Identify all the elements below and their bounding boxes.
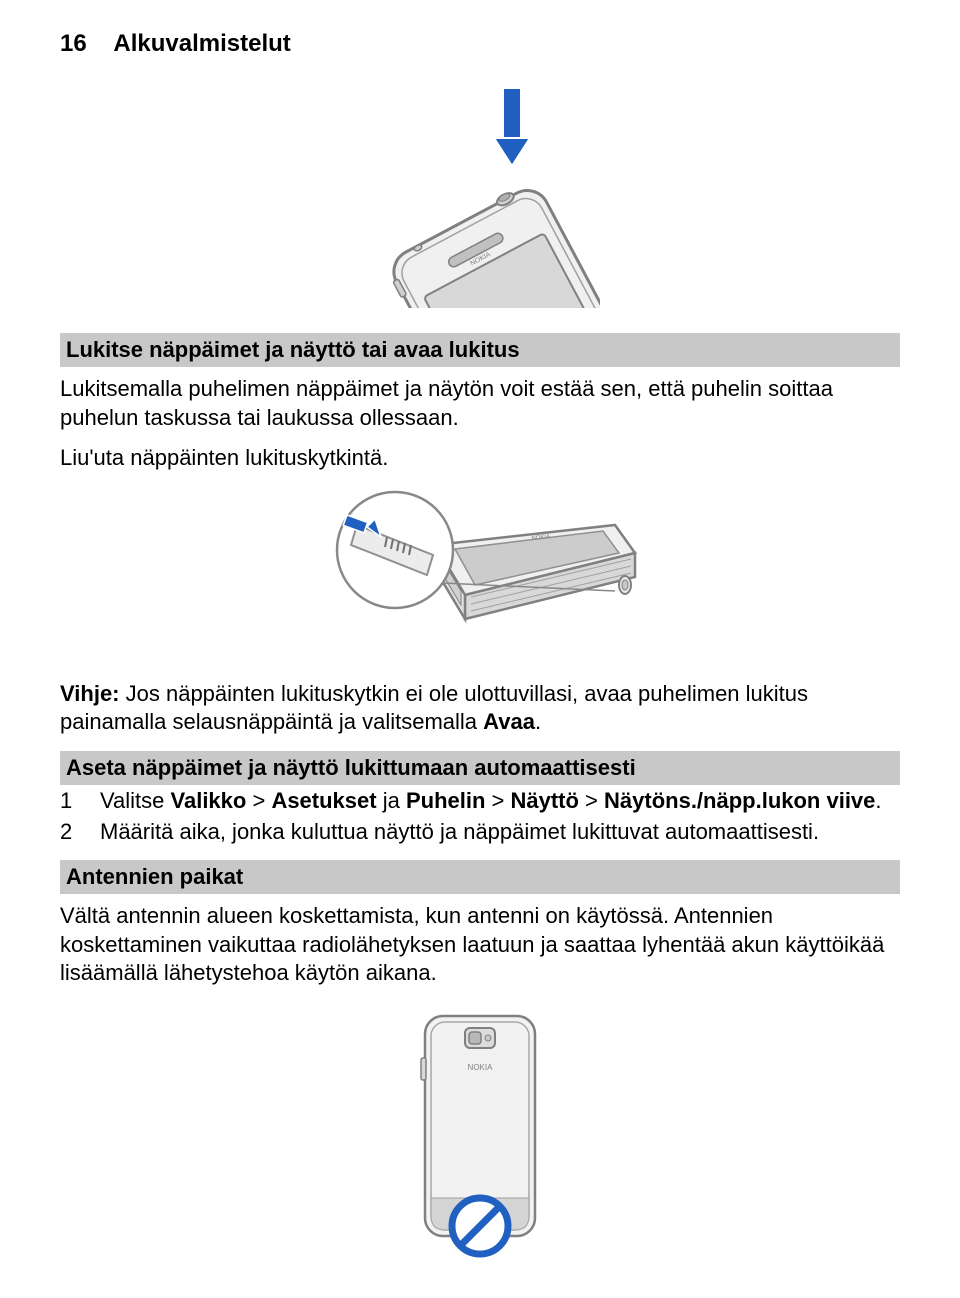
tip-avaa: Avaa [483,709,535,734]
phone-top-button-illustration: NOKIA [60,78,900,308]
step1-end: . [875,788,881,813]
step1-valikko: Valikko [171,788,247,813]
tip-paragraph: Vihje: Jos näppäinten lukituskytkin ei o… [60,680,900,737]
section-title-antenna: Antennien paikat [60,860,900,894]
step-2-content: Määritä aika, jonka kuluttua näyttö ja n… [100,818,900,847]
section-title-autolock: Aseta näppäimet ja näyttö lukittumaan au… [60,751,900,785]
step-1: 1 Valitse Valikko > Asetukset ja Puhelin… [60,787,900,816]
antenna-paragraph: Vältä antennin alueen koskettamista, kun… [60,902,900,988]
step-2-number: 2 [60,818,100,847]
lock-paragraph-2: Liu'uta näppäinten lukituskytkintä. [60,444,900,473]
step-2: 2 Määritä aika, jonka kuluttua näyttö ja… [60,818,900,847]
step1-ja: ja [377,788,406,813]
step1-pre: Valitse [100,788,171,813]
svg-text:NOKIA: NOKIA [468,1063,494,1072]
lock-switch-illustration: NOKIA [60,485,900,655]
step-1-number: 1 [60,787,100,816]
step1-sep3: > [579,788,604,813]
tip-label: Vihje: [60,681,120,706]
page-header: 16 Alkuvalmistelut [60,30,900,58]
step-1-content: Valitse Valikko > Asetukset ja Puhelin >… [100,787,900,816]
manual-page: 16 Alkuvalmistelut NOKIA [0,0,960,1298]
step1-naytto: Näyttö [510,788,578,813]
step1-sep1: > [246,788,271,813]
page-number: 16 [60,30,87,57]
step1-asetukset: Asetukset [271,788,376,813]
tip-period: . [535,709,541,734]
section-title-lock: Lukitse näppäimet ja näyttö tai avaa luk… [60,333,900,367]
lock-paragraph-1: Lukitsemalla puhelimen näppäimet ja näyt… [60,375,900,432]
tip-body: Jos näppäinten lukituskytkin ei ole ulot… [60,681,808,735]
phone-antenna-illustration: NOKIA [60,1008,900,1258]
step1-sep2: > [485,788,510,813]
step1-puhelin: Puhelin [406,788,485,813]
chapter-title: Alkuvalmistelut [113,30,290,57]
step1-viive: Näytöns./näpp.lukon viive [604,788,875,813]
